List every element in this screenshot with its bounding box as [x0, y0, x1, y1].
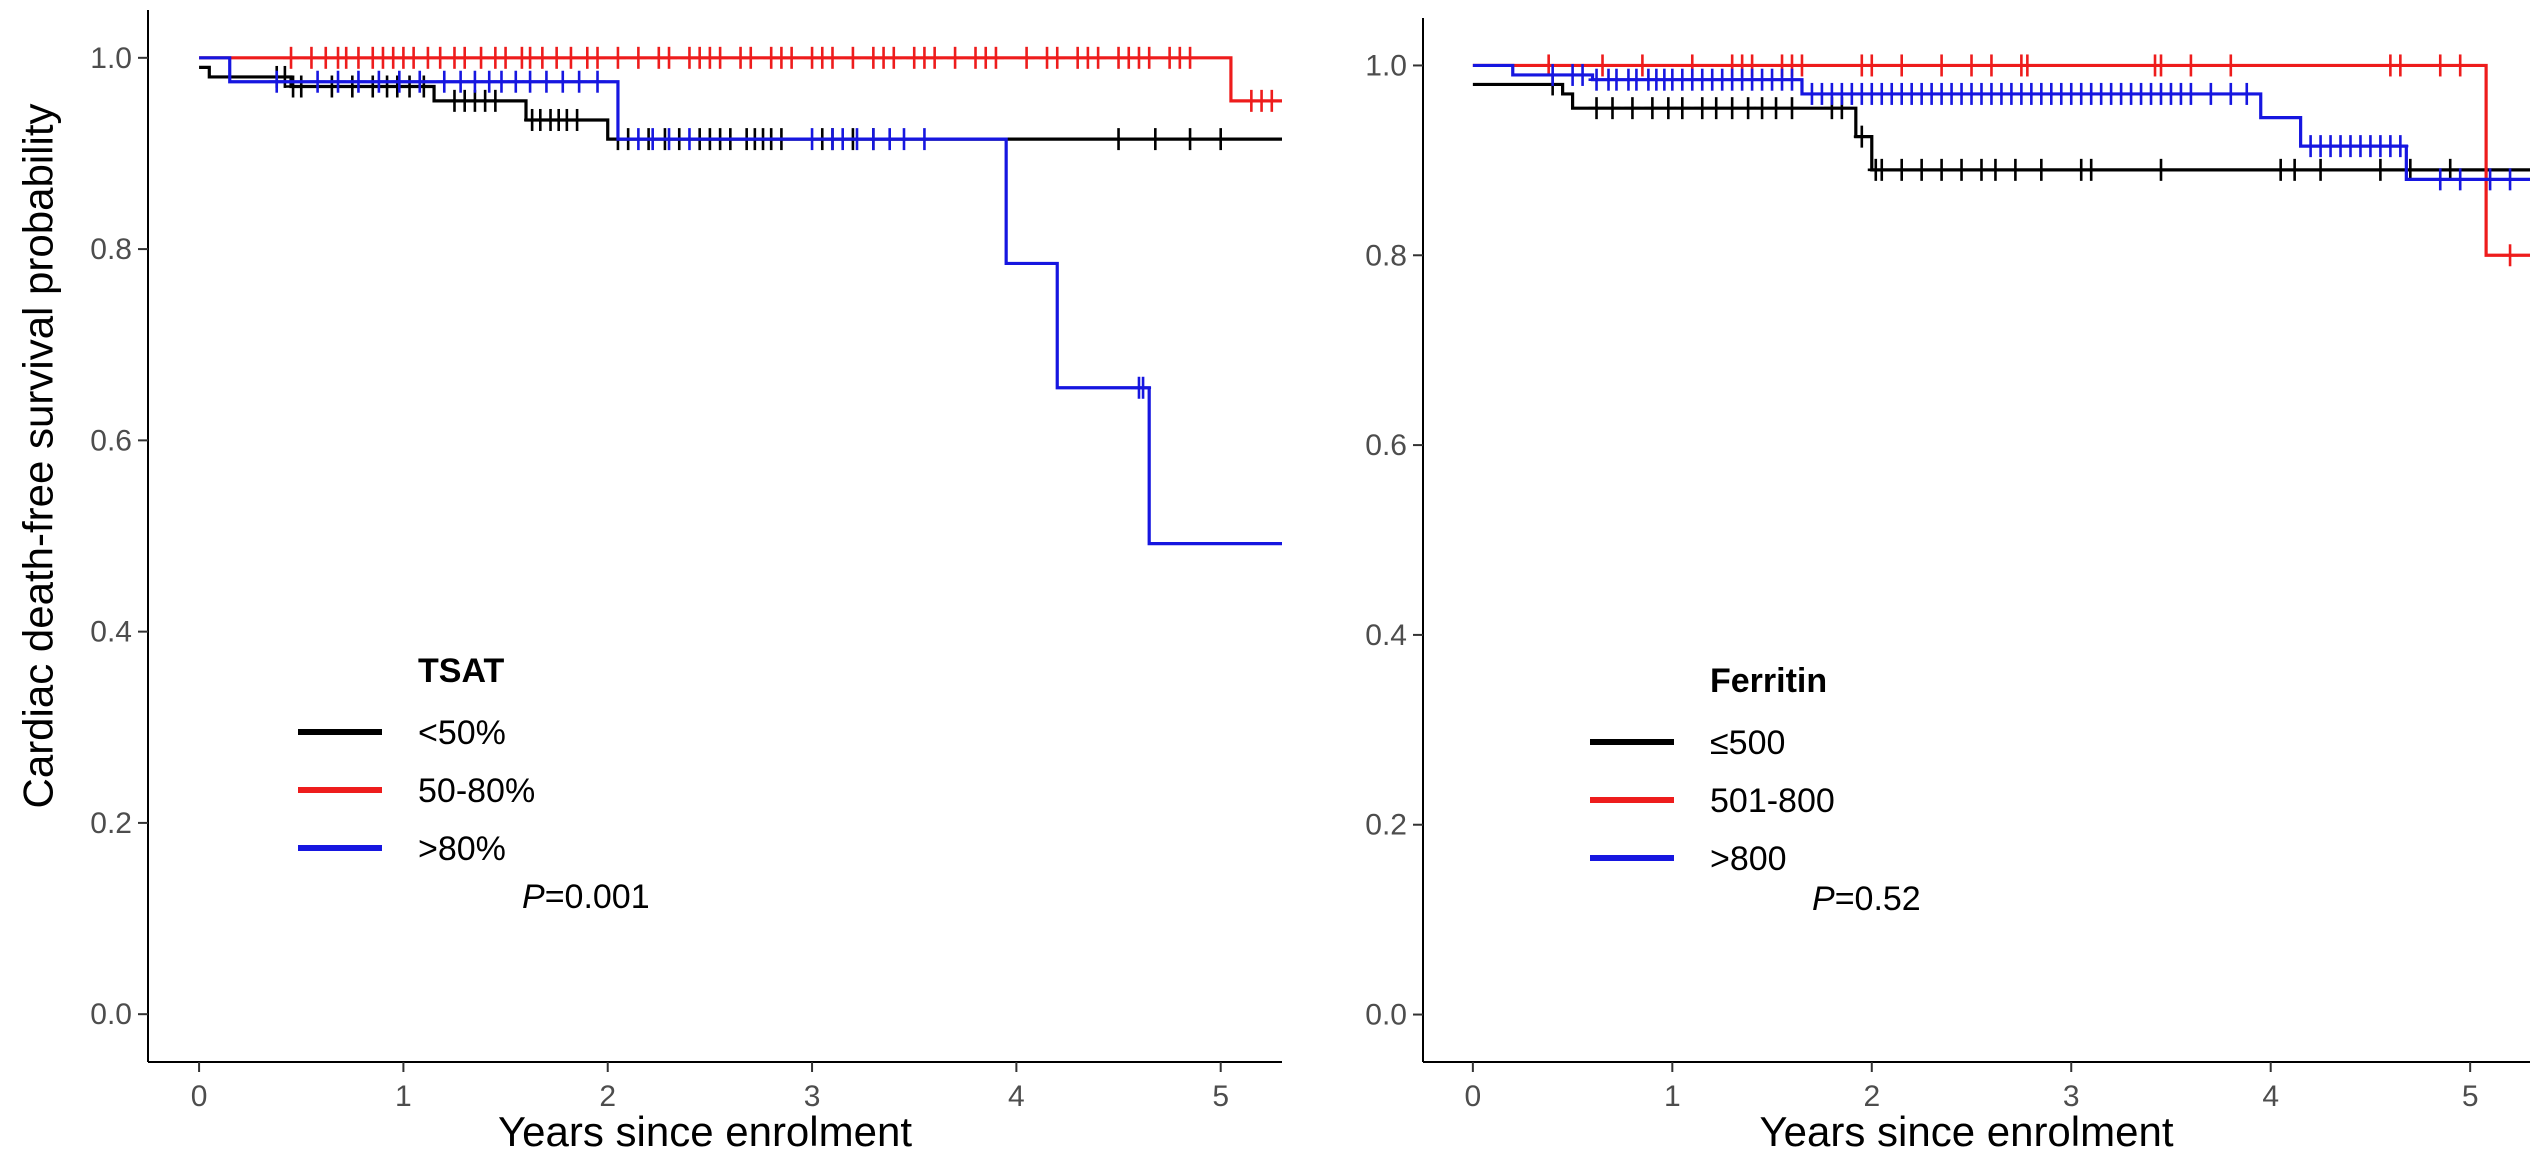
series-3 [199, 56, 1282, 546]
p-value-symbol: P [522, 878, 545, 916]
p-value-annotation: P=0.001 [522, 878, 650, 916]
series-3 [1472, 63, 2530, 191]
chart-panel-2: 0.0 0.2 0.4 0.6 0.8 1.0 0 1 2 3 4 5 Years since enro… [1365, 18, 2530, 1155]
x-tick-label: 0 [191, 1080, 208, 1113]
legend: Ferritin ≤500 501-800 >800 [1590, 662, 1835, 878]
p-value-symbol: P [1812, 880, 1835, 918]
series-line-3 [1472, 63, 2530, 181]
legend-label-3: >80% [418, 830, 506, 868]
p-value-annotation: P=0.52 [1812, 880, 1921, 918]
x-tick-label: 5 [1212, 1080, 1229, 1113]
legend-title: TSAT [418, 652, 504, 690]
series-2 [1472, 54, 2530, 267]
x-tick-label: 1 [395, 1080, 412, 1113]
y-tick-label: 0.4 [90, 616, 132, 649]
y-tick-label: 0.8 [90, 233, 132, 266]
y-tick-label: 0.6 [90, 424, 132, 457]
series-1 [1472, 73, 2530, 181]
x-tick-label: 3 [2063, 1080, 2080, 1113]
legend-label-2: 501-800 [1710, 782, 1835, 820]
y-axis-title: Cardiac death-free survival probability [15, 104, 62, 809]
x-axis-title: Years since enrolment [498, 1108, 912, 1155]
x-tick-label: 0 [1465, 1080, 1482, 1113]
legend-label-3: >800 [1710, 840, 1787, 878]
x-tick-label: 2 [1863, 1080, 1880, 1113]
y-tick-label: 0.2 [1365, 809, 1407, 842]
p-value-number: =0.001 [545, 878, 650, 916]
series-1 [199, 65, 1282, 151]
legend-title: Ferritin [1710, 662, 1827, 700]
chart-panel-1: 0.0 0.2 0.4 0.6 0.8 1.0 0 1 2 3 4 5 Years since enro… [15, 10, 1282, 1155]
x-tick-label: 3 [804, 1080, 821, 1113]
x-tick-label: 1 [1664, 1080, 1681, 1113]
p-value-number: =0.52 [1835, 880, 1921, 918]
series-line-1 [199, 65, 1282, 141]
y-tick-label: 0.0 [90, 998, 132, 1031]
x-tick-label: 5 [2462, 1080, 2479, 1113]
legend-label-2: 50-80% [418, 772, 535, 810]
y-tick-label: 0.8 [1365, 239, 1407, 272]
x-tick-label: 4 [2262, 1080, 2279, 1113]
series-2 [199, 46, 1282, 112]
y-tick-label: 0.6 [1365, 429, 1407, 462]
legend-label-1: ≤500 [1710, 724, 1785, 762]
series-line-3 [199, 56, 1282, 546]
legend: TSAT <50% 50-80% >80% [298, 652, 535, 868]
y-tick-label: 1.0 [1365, 49, 1407, 82]
y-tick-label: 0.2 [90, 807, 132, 840]
legend-label-1: <50% [418, 714, 506, 752]
x-tick-label: 4 [1008, 1080, 1025, 1113]
x-tick-label: 2 [599, 1080, 616, 1113]
y-tick-label: 0.0 [1365, 999, 1407, 1032]
x-axis-title: Years since enrolment [1759, 1108, 2173, 1155]
y-tick-label: 1.0 [90, 42, 132, 75]
y-tick-label: 0.4 [1365, 619, 1407, 652]
